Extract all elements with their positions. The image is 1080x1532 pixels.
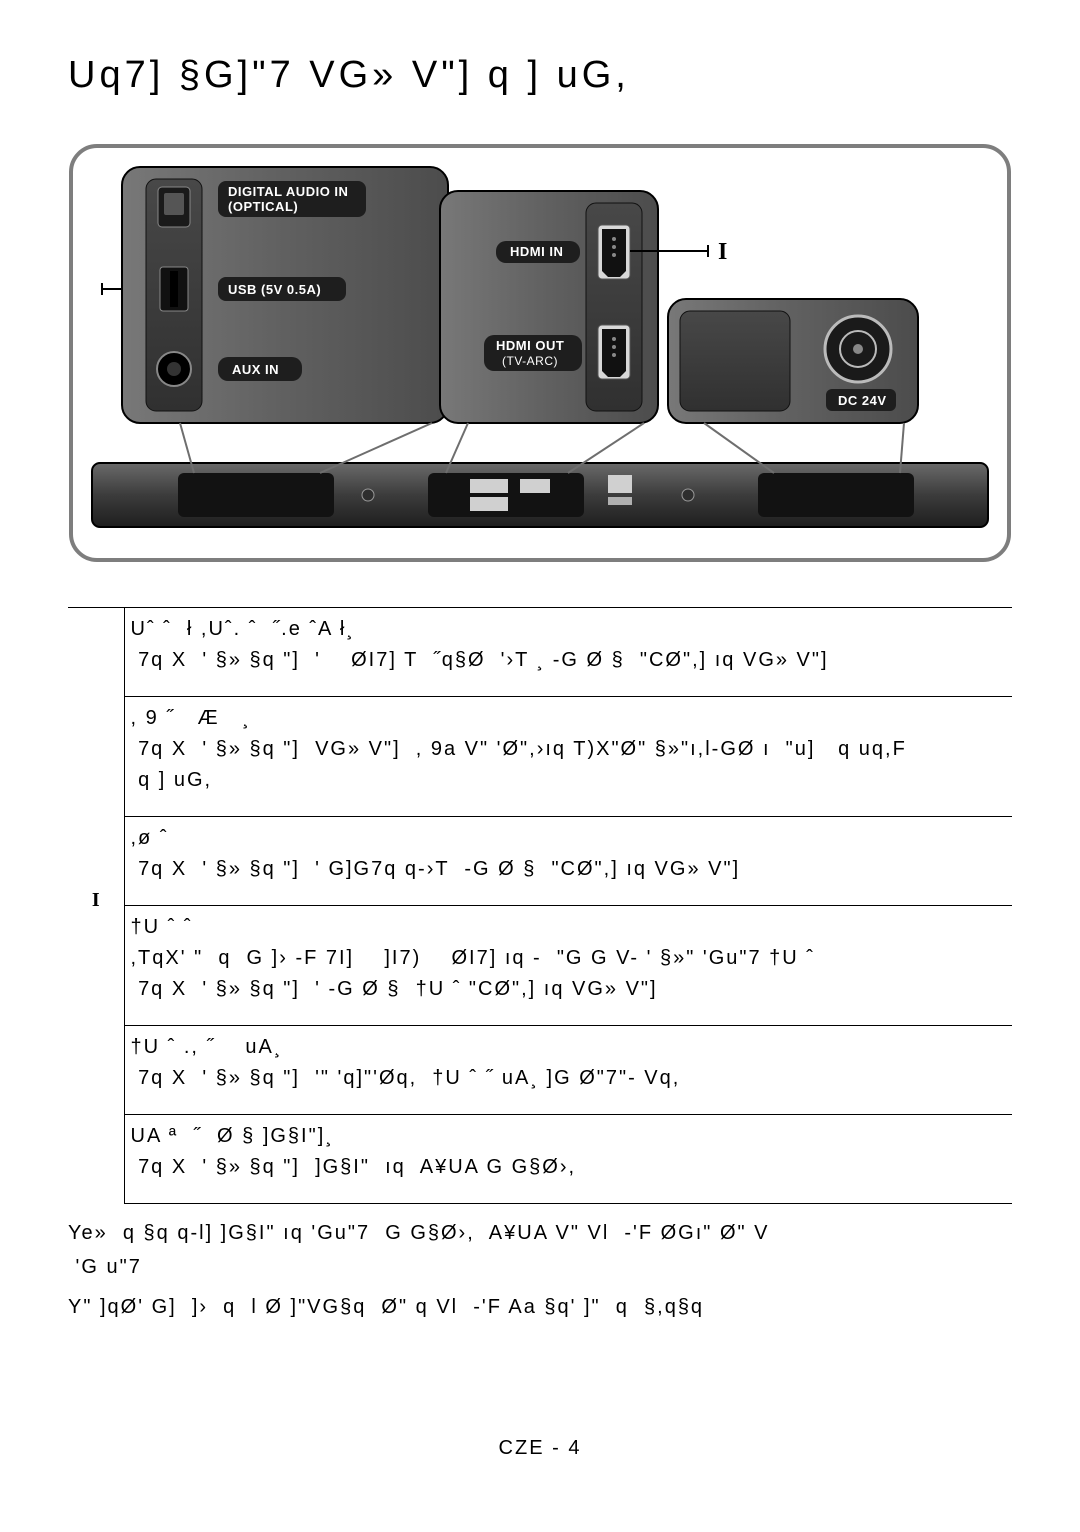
callout-marker: I <box>718 239 727 265</box>
row-body: ,TqX' " q G ]› -F 7I] ]I7) ØI7] ıq - "G … <box>131 943 1007 1005</box>
port-description-table: IUˆ ˆ ł ,Uˆ. ˆ ˝.e ˆA ł¸ 7q X ' §» §q "]… <box>68 607 1012 1204</box>
row-body: 7q X ' §» §q "] VG» V"] , 9a V" 'Ø",›ıq … <box>131 734 1007 796</box>
row-title: UA ª ˝ Ø § ]G§I"]¸ <box>131 1125 1007 1148</box>
table-index-cell: I <box>68 608 124 1204</box>
page-title: Uq7] §G]"7 VG» V"] q ] uG, <box>68 54 1012 97</box>
right-panel-callout: DC 24V <box>668 299 918 423</box>
table-row: †U ˆ ˆ ,TqX' " q G ]› -F 7I] ]I7) ØI7] ıq… <box>124 906 1012 1026</box>
row-body: 7q X ' §» §q "] ]G§I" ıq A¥UA G G§Ø›, <box>131 1152 1007 1183</box>
table-row: †U ˆ ., ˝ uA¸ 7q X ' §» §q "] '" 'q]"'Øq… <box>124 1026 1012 1115</box>
digital-audio-label-l1: DIGITAL AUDIO IN <box>228 184 348 199</box>
hdmi-out-label-l2: (TV-ARC) <box>502 354 558 368</box>
table-row: , 9 ˝ Æ ¸ 7q X ' §» §q "] VG» V"] , 9a V… <box>124 697 1012 817</box>
left-panel-callout: DIGITAL AUDIO IN (OPTICAL) USB (5V 0.5A)… <box>102 167 448 423</box>
row-title: †U ˆ ˆ <box>131 916 1007 939</box>
row-body: 7q X ' §» §q "] ' ØI7] T ˝q§Ø '›T ¸ -G Ø… <box>131 645 1007 676</box>
footnotes: Ye» q §q q-l] ]G§I" ıq 'Gu"7 G G§Ø›, A¥U… <box>68 1216 1012 1324</box>
hdmi-in-label: HDMI IN <box>510 244 563 259</box>
usb-label: USB (5V 0.5A) <box>228 282 321 297</box>
table-row: Uˆ ˆ ł ,Uˆ. ˆ ˝.e ˆA ł¸ 7q X ' §» §q "] … <box>124 608 1012 697</box>
footnote-line: Ye» q §q q-l] ]G§I" ıq 'Gu"7 G G§Ø›, A¥U… <box>68 1216 1012 1284</box>
row-title: †U ˆ ., ˝ uA¸ <box>131 1036 1007 1059</box>
footnote-line: Y" ]qØ' G] ]› q l Ø ]"VG§q Ø" q Vl -'F A… <box>68 1290 1012 1324</box>
rear-panel-figure: DIGITAL AUDIO IN (OPTICAL) USB (5V 0.5A)… <box>68 143 1012 563</box>
table-row: UA ª ˝ Ø § ]G§I"]¸ 7q X ' §» §q "] ]G§I"… <box>124 1115 1012 1204</box>
hdmi-out-label-l1: HDMI OUT <box>496 338 564 353</box>
digital-audio-label-l2: (OPTICAL) <box>228 199 298 214</box>
row-title: Uˆ ˆ ł ,Uˆ. ˆ ˝.e ˆA ł¸ <box>131 618 1007 641</box>
row-body: 7q X ' §» §q "] '" 'q]"'Øq, †U ˆ ˝ uA¸ ]… <box>131 1063 1007 1094</box>
row-title: , 9 ˝ Æ ¸ <box>131 707 1007 730</box>
page-footer: CZE - 4 <box>0 1437 1080 1460</box>
rear-panel-svg: DIGITAL AUDIO IN (OPTICAL) USB (5V 0.5A)… <box>68 143 1012 563</box>
soundbar-body <box>92 463 988 527</box>
aux-label: AUX IN <box>232 362 279 377</box>
row-title: ,ø ˆ <box>131 827 1007 850</box>
dc-label: DC 24V <box>838 393 887 408</box>
row-body: 7q X ' §» §q "] ' G]G7q q-›T -G Ø § "CØ"… <box>131 854 1007 885</box>
table-row: ,ø ˆ 7q X ' §» §q "] ' G]G7q q-›T -G Ø §… <box>124 817 1012 906</box>
